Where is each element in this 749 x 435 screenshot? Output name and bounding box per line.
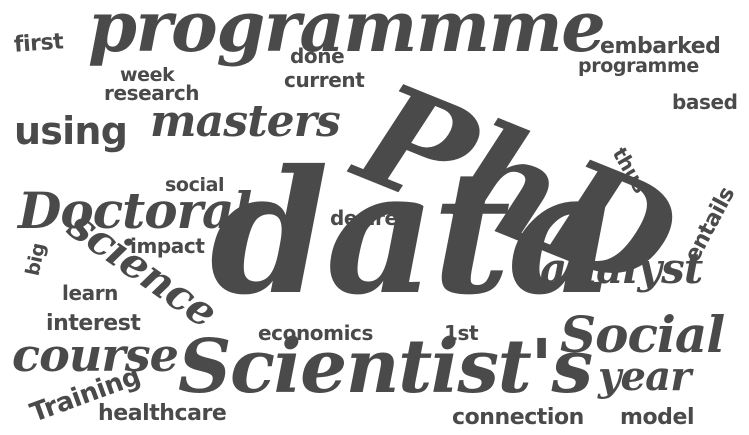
word-data: data [210,133,618,333]
word-programme: programme [578,55,699,77]
word-week: week [120,64,175,86]
word-doctoral: Doctoral [18,181,252,240]
word-big: big [21,241,50,278]
word-based: based [672,90,738,114]
word-interest: interest [46,311,141,336]
word-embarked: embarked [600,34,721,59]
word-social-small: social [165,174,225,196]
word-masters: masters [150,96,341,147]
word-course: course [12,328,179,382]
word-economics: economics [258,321,373,345]
word-current: current [284,68,365,92]
word-desire: desire [330,206,398,230]
word-model: model [620,405,695,430]
word-impact: impact [130,234,205,258]
word-1st: 1st [444,321,479,345]
word-connection: connection [452,405,584,430]
word-learn: learn [62,281,119,305]
word-scientists: Scientist's [178,324,593,410]
word-analyst: analyst [540,244,703,293]
word-healthcare: healthcare [98,401,227,426]
word-first: first [13,29,65,58]
word-social-big: Social [560,305,725,364]
word-year: year [598,353,691,400]
word-programmme: programmme [88,0,606,68]
word-using: using [14,109,128,153]
word-done: done [290,44,345,68]
word-research: research [104,81,200,105]
